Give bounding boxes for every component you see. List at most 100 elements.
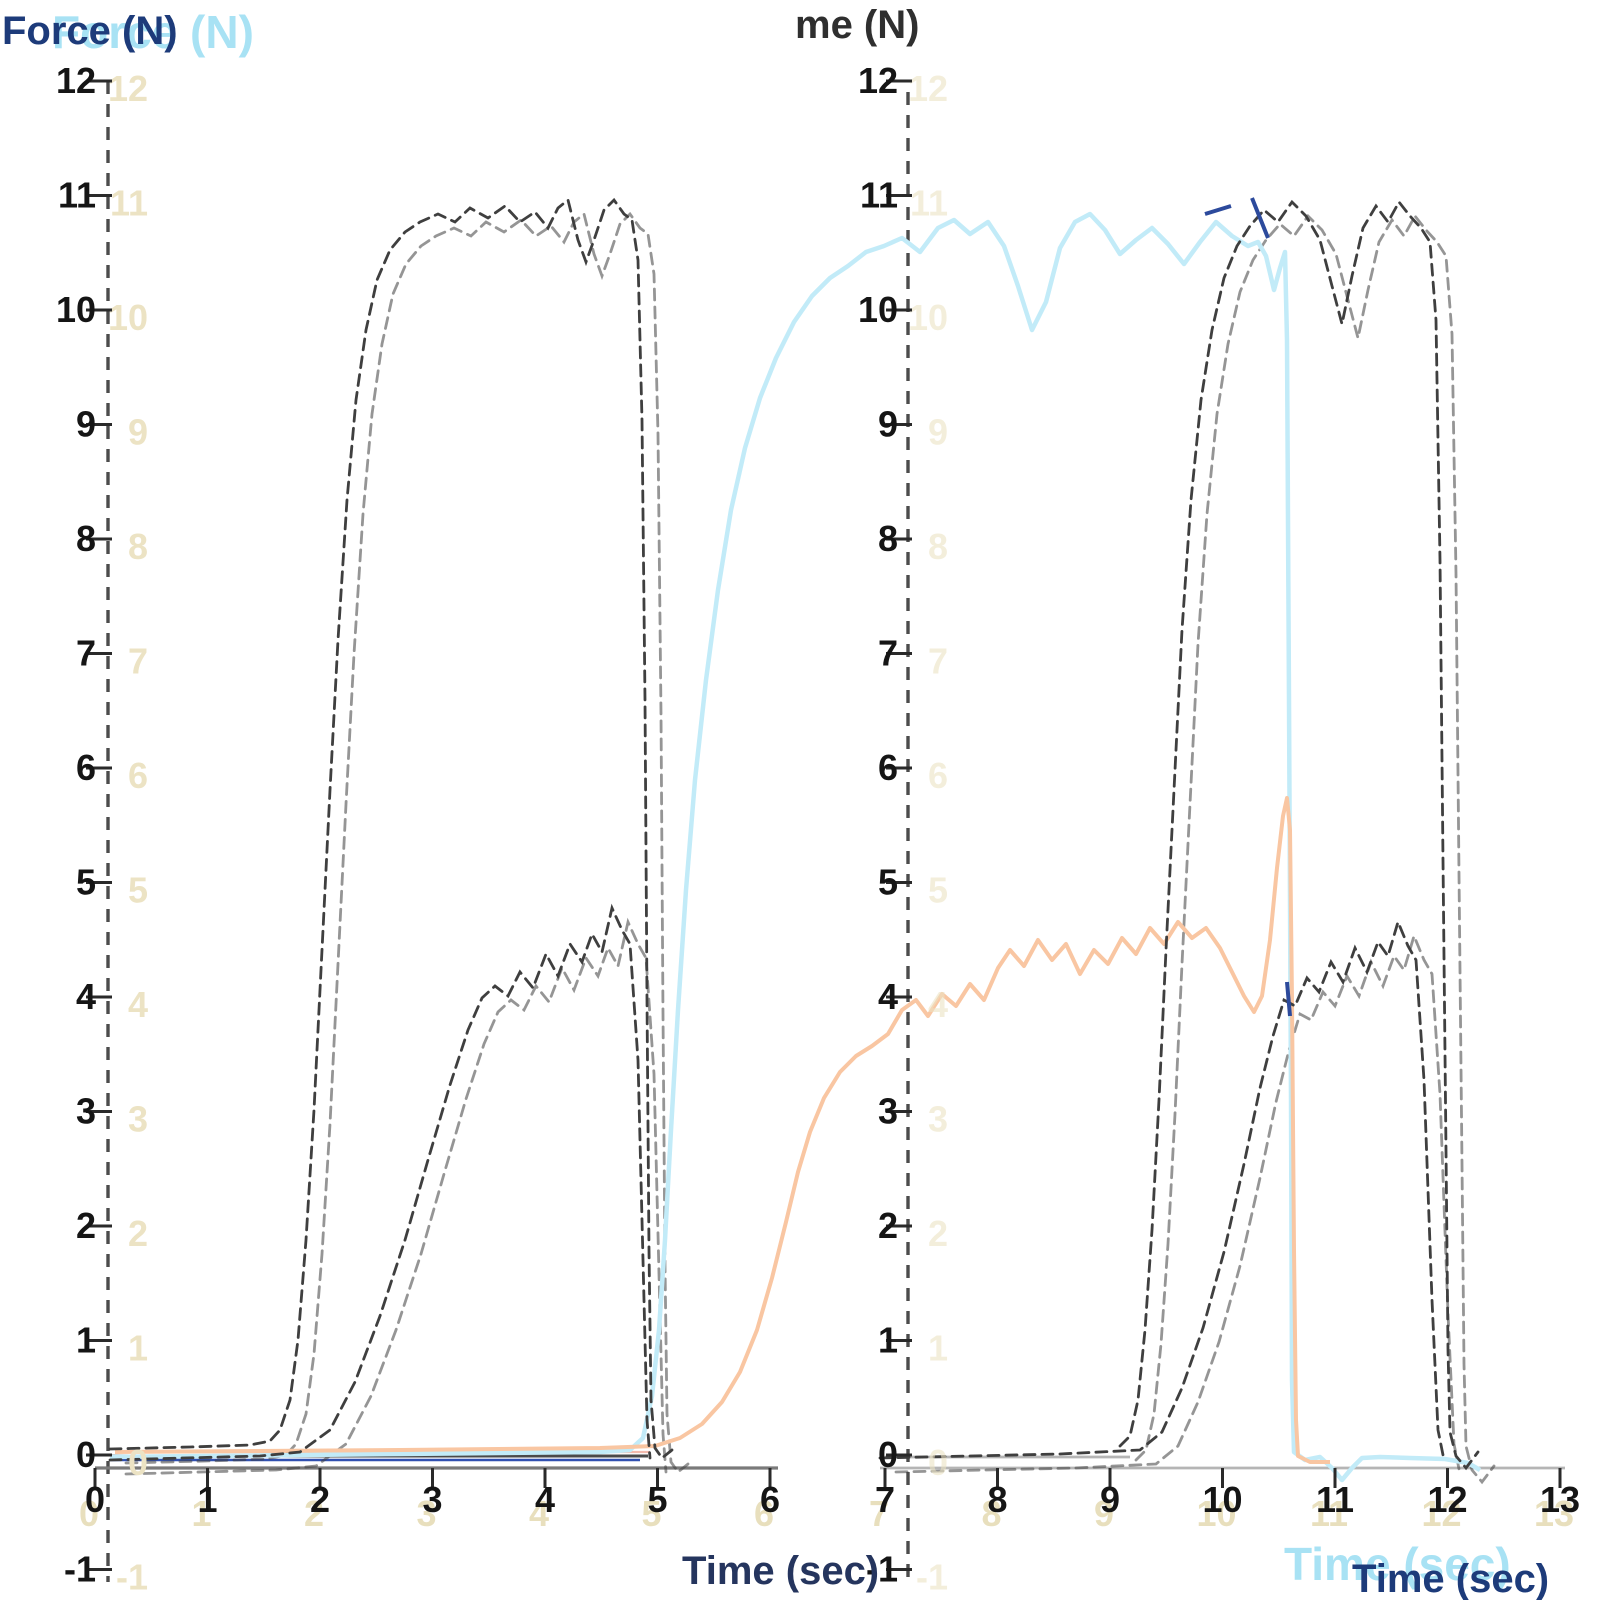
- svg-text:6: 6: [754, 1493, 774, 1534]
- svg-text:5: 5: [928, 870, 948, 911]
- svg-text:0: 0: [878, 1434, 898, 1475]
- svg-text:4: 4: [928, 984, 948, 1025]
- svg-text:7: 7: [928, 641, 948, 682]
- svg-text:4: 4: [128, 984, 148, 1025]
- svg-text:10: 10: [908, 297, 948, 338]
- svg-text:10: 10: [108, 297, 148, 338]
- svg-text:12: 12: [858, 60, 898, 101]
- svg-text:1: 1: [191, 1493, 211, 1534]
- dashed-low-force-curve-right: [878, 917, 1446, 1462]
- svg-text:0: 0: [928, 1442, 948, 1483]
- svg-text:-1: -1: [64, 1549, 96, 1590]
- svg-text:12: 12: [908, 68, 948, 109]
- svg-text:8: 8: [981, 1493, 1001, 1534]
- svg-text:9: 9: [928, 412, 948, 453]
- x-tick-ghost-labels: 0 1 2 3 4 5 6 7 8 9 10 11 12 13: [79, 1493, 1574, 1534]
- svg-text:11: 11: [110, 183, 148, 224]
- svg-text:9: 9: [128, 412, 148, 453]
- dashed-high-force-curve-right: [1118, 199, 1480, 1471]
- svg-text:3: 3: [928, 1099, 948, 1140]
- svg-text:-1: -1: [866, 1549, 898, 1590]
- svg-text:8: 8: [878, 518, 898, 559]
- tick-marks: [86, 79, 1562, 1571]
- svg-text:9: 9: [1100, 1479, 1120, 1520]
- dashed-force-curves: [108, 197, 1480, 1471]
- svg-text:6: 6: [928, 755, 948, 796]
- x-tick-labels: 0 1 2 3 4 5 6 7 8 9 10 11 12 13: [85, 1479, 1580, 1520]
- svg-text:10: 10: [1196, 1493, 1236, 1534]
- svg-text:0: 0: [76, 1434, 96, 1475]
- svg-text:11: 11: [58, 175, 96, 216]
- svg-text:6: 6: [76, 747, 96, 788]
- svg-text:0: 0: [79, 1493, 99, 1534]
- svg-text:11: 11: [1316, 1479, 1354, 1520]
- svg-text:0: 0: [85, 1479, 105, 1520]
- svg-text:1: 1: [128, 1328, 148, 1369]
- x-axis-title-left: Time (sec): [682, 1549, 879, 1593]
- svg-text:8: 8: [128, 526, 148, 567]
- svg-text:4: 4: [529, 1493, 549, 1534]
- svg-text:7: 7: [76, 633, 96, 674]
- svg-text:7: 7: [878, 633, 898, 674]
- svg-text:3: 3: [422, 1479, 442, 1520]
- svg-text:11: 11: [910, 183, 948, 224]
- svg-text:7: 7: [869, 1493, 889, 1534]
- light-blue-force-curve: [109, 211, 1482, 1483]
- y-axis-title-ghost: Force (N): [52, 6, 254, 58]
- svg-text:3: 3: [128, 1099, 148, 1140]
- svg-text:12: 12: [56, 60, 96, 101]
- svg-text:1: 1: [928, 1328, 948, 1369]
- dashed-low-force-curve-left: [108, 903, 652, 1462]
- svg-text:6: 6: [878, 747, 898, 788]
- x-axis-title-right: Time (sec): [1352, 1557, 1549, 1600]
- svg-text:13: 13: [1534, 1493, 1574, 1534]
- svg-text:4: 4: [535, 1479, 555, 1520]
- svg-text:6: 6: [128, 755, 148, 796]
- svg-text:1: 1: [197, 1479, 217, 1520]
- svg-text:0: 0: [128, 1442, 148, 1483]
- svg-text:5: 5: [76, 862, 96, 903]
- svg-text:3: 3: [416, 1493, 436, 1534]
- svg-text:10: 10: [858, 289, 898, 330]
- svg-text:2: 2: [928, 1213, 948, 1254]
- light-orange-force-curve: [114, 796, 1330, 1464]
- svg-text:-1: -1: [916, 1557, 948, 1598]
- svg-text:12: 12: [1421, 1493, 1461, 1534]
- svg-text:2: 2: [878, 1205, 898, 1246]
- svg-text:5: 5: [641, 1493, 661, 1534]
- svg-text:9: 9: [76, 404, 96, 445]
- x-axis-title-right-ghost: Time (sec): [1284, 1538, 1511, 1590]
- svg-text:9: 9: [1094, 1493, 1114, 1534]
- svg-text:8: 8: [987, 1479, 1007, 1520]
- svg-text:7: 7: [875, 1479, 895, 1520]
- svg-text:5: 5: [647, 1479, 667, 1520]
- svg-text:3: 3: [76, 1091, 96, 1132]
- navy-overlap-marks: [1204, 197, 1292, 1017]
- svg-text:-1: -1: [116, 1557, 148, 1598]
- svg-text:5: 5: [878, 862, 898, 903]
- svg-text:8: 8: [928, 526, 948, 567]
- svg-text:10: 10: [1202, 1479, 1242, 1520]
- svg-text:10: 10: [56, 289, 96, 330]
- svg-text:11: 11: [860, 175, 898, 216]
- y-axis-title: Force (N): [2, 9, 178, 53]
- svg-text:4: 4: [878, 976, 898, 1017]
- svg-text:3: 3: [878, 1091, 898, 1132]
- partial-top-label: me (N): [795, 3, 919, 47]
- svg-text:2: 2: [304, 1493, 324, 1534]
- svg-text:2: 2: [128, 1213, 148, 1254]
- svg-text:12: 12: [1427, 1479, 1467, 1520]
- svg-text:7: 7: [128, 641, 148, 682]
- svg-text:1: 1: [878, 1320, 898, 1361]
- svg-text:11: 11: [1310, 1493, 1348, 1534]
- svg-text:1: 1: [76, 1320, 96, 1361]
- svg-text:4: 4: [76, 976, 96, 1017]
- svg-text:8: 8: [76, 518, 96, 559]
- svg-text:13: 13: [1540, 1479, 1580, 1520]
- svg-text:2: 2: [310, 1479, 330, 1520]
